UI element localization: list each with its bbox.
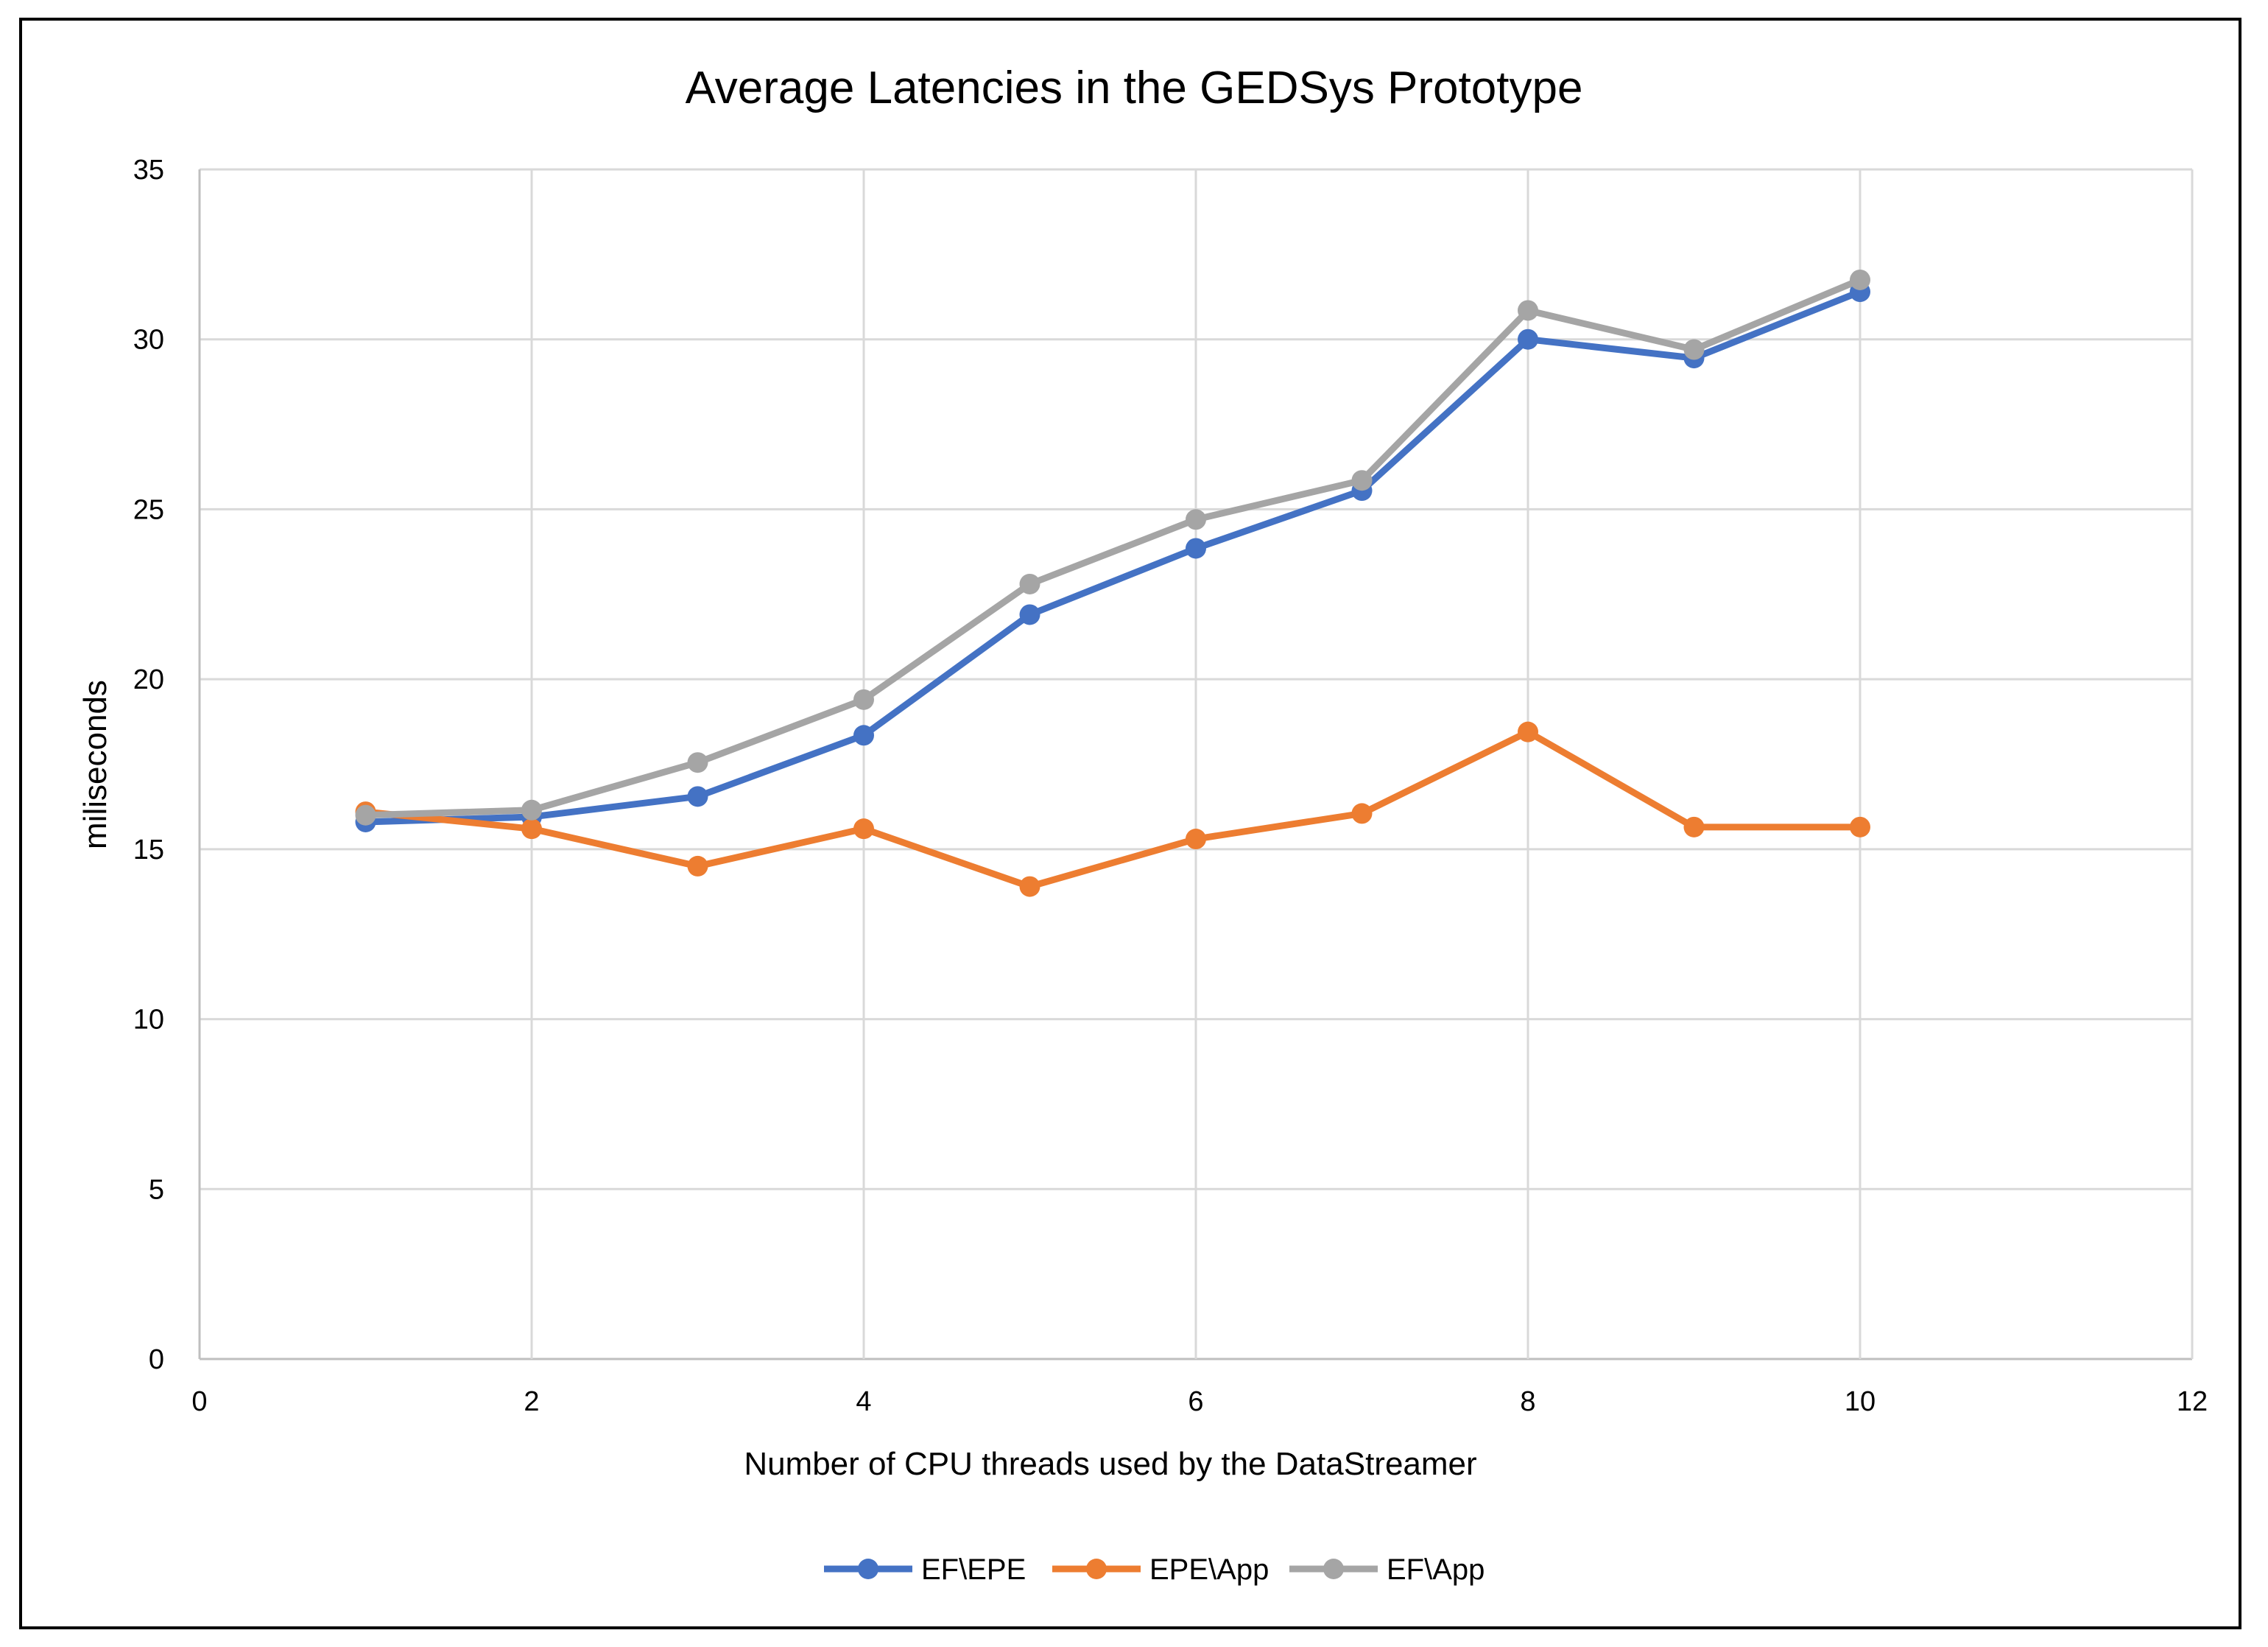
legend-label: EF\App <box>1387 1553 1485 1586</box>
y-tick-label: 30 <box>133 325 164 356</box>
data-point <box>853 818 874 840</box>
y-tick-label: 0 <box>149 1344 164 1375</box>
series-2 <box>355 269 1870 826</box>
legend-item: EPE\App <box>1052 1553 1269 1586</box>
gridlines <box>200 168 2194 1360</box>
y-tick-label: 20 <box>133 664 164 695</box>
data-point <box>853 725 874 746</box>
series-line <box>362 288 1864 826</box>
x-tick-label: 8 <box>1520 1386 1535 1417</box>
axes: 0 5 10 15 20 25 30 35 0 2 4 6 8 10 12 <box>133 155 2208 1417</box>
y-tick-label: 5 <box>149 1174 164 1205</box>
data-point <box>1518 300 1538 321</box>
x-tick-label: 12 <box>2177 1386 2208 1417</box>
y-tick-label: 10 <box>133 1005 164 1036</box>
data-point <box>355 804 376 826</box>
data-point <box>687 752 708 773</box>
data-point <box>1850 816 1870 837</box>
series-line <box>362 728 1864 891</box>
data-point <box>1683 339 1705 360</box>
data-point <box>1351 470 1373 491</box>
legend: EF\EPE EPE\App EF\App <box>824 1553 1485 1586</box>
data-point <box>521 818 542 840</box>
x-tick-label: 4 <box>856 1386 871 1417</box>
data-point <box>521 799 542 821</box>
legend-swatch-marker <box>1323 1559 1344 1579</box>
y-tick-label: 35 <box>133 155 164 186</box>
x-axis-title: Number of CPU threads used by the DataSt… <box>744 1446 1476 1482</box>
series-line <box>362 276 1864 819</box>
data-point <box>1019 573 1040 594</box>
y-axis-title: miliseconds <box>77 680 113 849</box>
data-point <box>1518 721 1538 742</box>
series-lines <box>355 269 1870 897</box>
data-point <box>1019 604 1040 625</box>
x-tick-label: 0 <box>191 1386 207 1417</box>
data-point <box>1019 876 1040 897</box>
legend-swatch-marker <box>1086 1559 1107 1579</box>
chart-title: Average Latencies in the GEDSys Prototyp… <box>686 63 1583 113</box>
y-tick-label: 15 <box>133 835 164 865</box>
series-0 <box>355 281 1870 832</box>
data-point <box>1186 829 1206 850</box>
legend-item: EF\App <box>1289 1553 1485 1586</box>
legend-label: EPE\App <box>1149 1553 1269 1586</box>
data-point <box>1518 329 1538 350</box>
data-point <box>1186 538 1206 559</box>
data-point <box>1850 269 1870 290</box>
data-point <box>853 689 874 710</box>
y-tick-label: 25 <box>133 494 164 525</box>
data-point <box>687 786 708 807</box>
x-tick-label: 10 <box>1845 1386 1876 1417</box>
x-tick-label: 6 <box>1188 1386 1203 1417</box>
x-tick-label: 2 <box>524 1386 539 1417</box>
data-point <box>687 855 708 877</box>
data-point <box>1186 509 1206 530</box>
legend-swatch-marker <box>858 1559 878 1579</box>
data-point <box>1351 803 1373 824</box>
data-point <box>1683 816 1705 837</box>
legend-item: EF\EPE <box>824 1553 1026 1586</box>
legend-label: EF\EPE <box>921 1553 1026 1586</box>
